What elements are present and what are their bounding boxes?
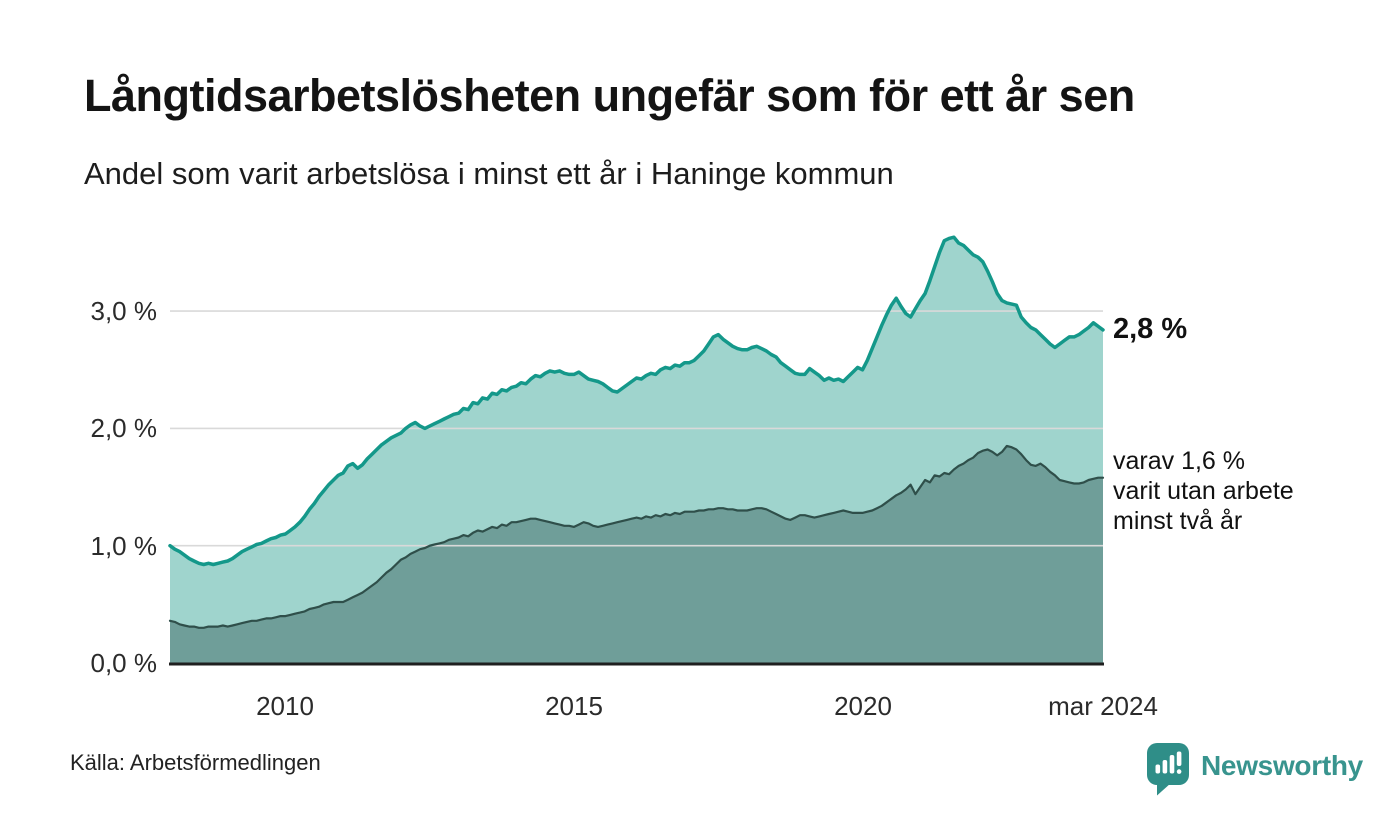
page-title: Långtidsarbetslösheten ungefär som för e… [84,70,1135,121]
share-two-years-line [168,444,1105,629]
gridlines [170,310,1103,547]
y-tick-0: 0,0 % [90,648,158,678]
y-tick-1: 1,0 % [90,531,158,561]
end-value-label: 2,8 % [1113,313,1188,345]
newsworthy-wordmark: Newsworthy [1201,750,1363,781]
x-tick-2015: 2015 [545,691,603,721]
x-tick-mar-2024: mar 2024 [1048,691,1158,721]
y-tick-3: 3,0 % [90,296,158,326]
x-tick-2020: 2020 [834,691,892,721]
newsworthy-logo: Newsworthy [1146,742,1363,798]
newsworthy-bubble-icon [1147,743,1189,796]
share-one-year-line [168,235,1105,567]
area-fills [170,237,1103,663]
page-subtitle: Andel som varit arbetslösa i minst ett å… [84,156,894,191]
two-years-annotation: varav 1,6 % varit utan arbete minst två … [1113,447,1294,535]
source-credit: Källa: Arbetsförmedlingen [70,750,321,775]
y-tick-2: 2,0 % [90,413,158,443]
share-two-years-area [170,446,1103,663]
x-tick-2010: 2010 [256,691,314,721]
